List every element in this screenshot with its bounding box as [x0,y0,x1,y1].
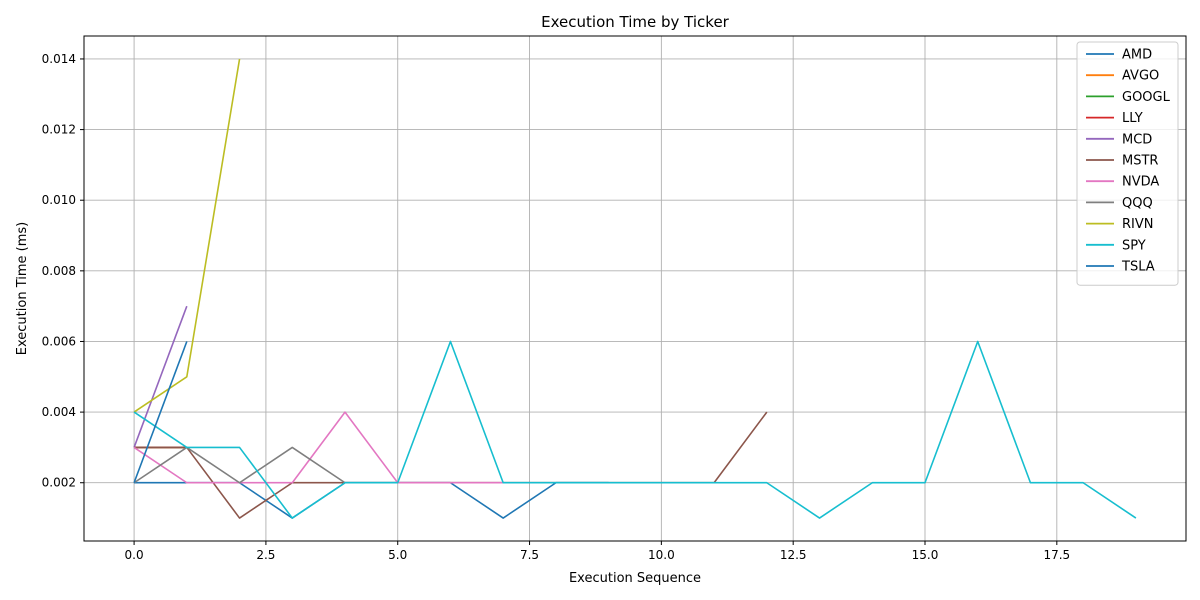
y-tick-label: 0.002 [42,476,76,490]
y-tick-label: 0.008 [42,264,76,278]
legend-entry: QQQ [1122,196,1153,211]
legend-entry: NVDA [1122,175,1159,190]
legend-entry: MCD [1122,132,1152,147]
plot-frame [83,35,1187,542]
y-tick-label: 0.012 [42,123,76,137]
legend-entry: AVGO [1122,69,1159,84]
x-axis-label: Execution Sequence [569,571,701,586]
legend-entry: RIVN [1122,217,1153,232]
y-tick-label: 0.010 [42,193,76,207]
y-tick-label: 0.004 [42,405,76,419]
x-tick-label: 10.0 [648,548,675,562]
series-line-nvda [133,411,504,484]
legend-entry: GOOGL [1122,90,1171,105]
legend: AMD AVGO GOOGL LLY MCD MSTR NVDA QQQ RIVN SPY TSLA [1076,41,1179,286]
series-line-tsla [133,341,188,484]
x-tick-label: 7.5 [520,548,539,562]
x-tick-label: 17.5 [1043,548,1070,562]
x-tick-label: 12.5 [780,548,807,562]
x-tick-label: 15.0 [912,548,939,562]
legend-entry: SPY [1122,238,1146,253]
legend-entry: TSLA [1121,260,1155,275]
legend-entry: MSTR [1122,154,1158,169]
legend-entry: LLY [1122,111,1143,126]
ticks: 0.0 2.5 5.0 7.5 10.0 12.5 15.0 17.5 0.002 0.004 0.… [42,52,1071,562]
chart-title: Execution Time by Ticker [541,13,730,31]
series-line-qqq [133,446,346,484]
grid [84,36,1186,541]
y-axis-label: Execution Time (ms) [15,222,30,355]
legend-entry: AMD [1122,48,1152,63]
series-lines [133,58,1137,519]
series-line-mcd [133,305,188,448]
series-line-rivn [133,58,241,413]
series-line-spy [133,340,1137,519]
x-tick-label: 5.0 [388,548,407,562]
y-tick-label: 0.014 [42,52,76,66]
y-tick-label: 0.006 [42,334,76,348]
x-tick-label: 2.5 [256,548,275,562]
x-tick-label: 0.0 [125,548,144,562]
